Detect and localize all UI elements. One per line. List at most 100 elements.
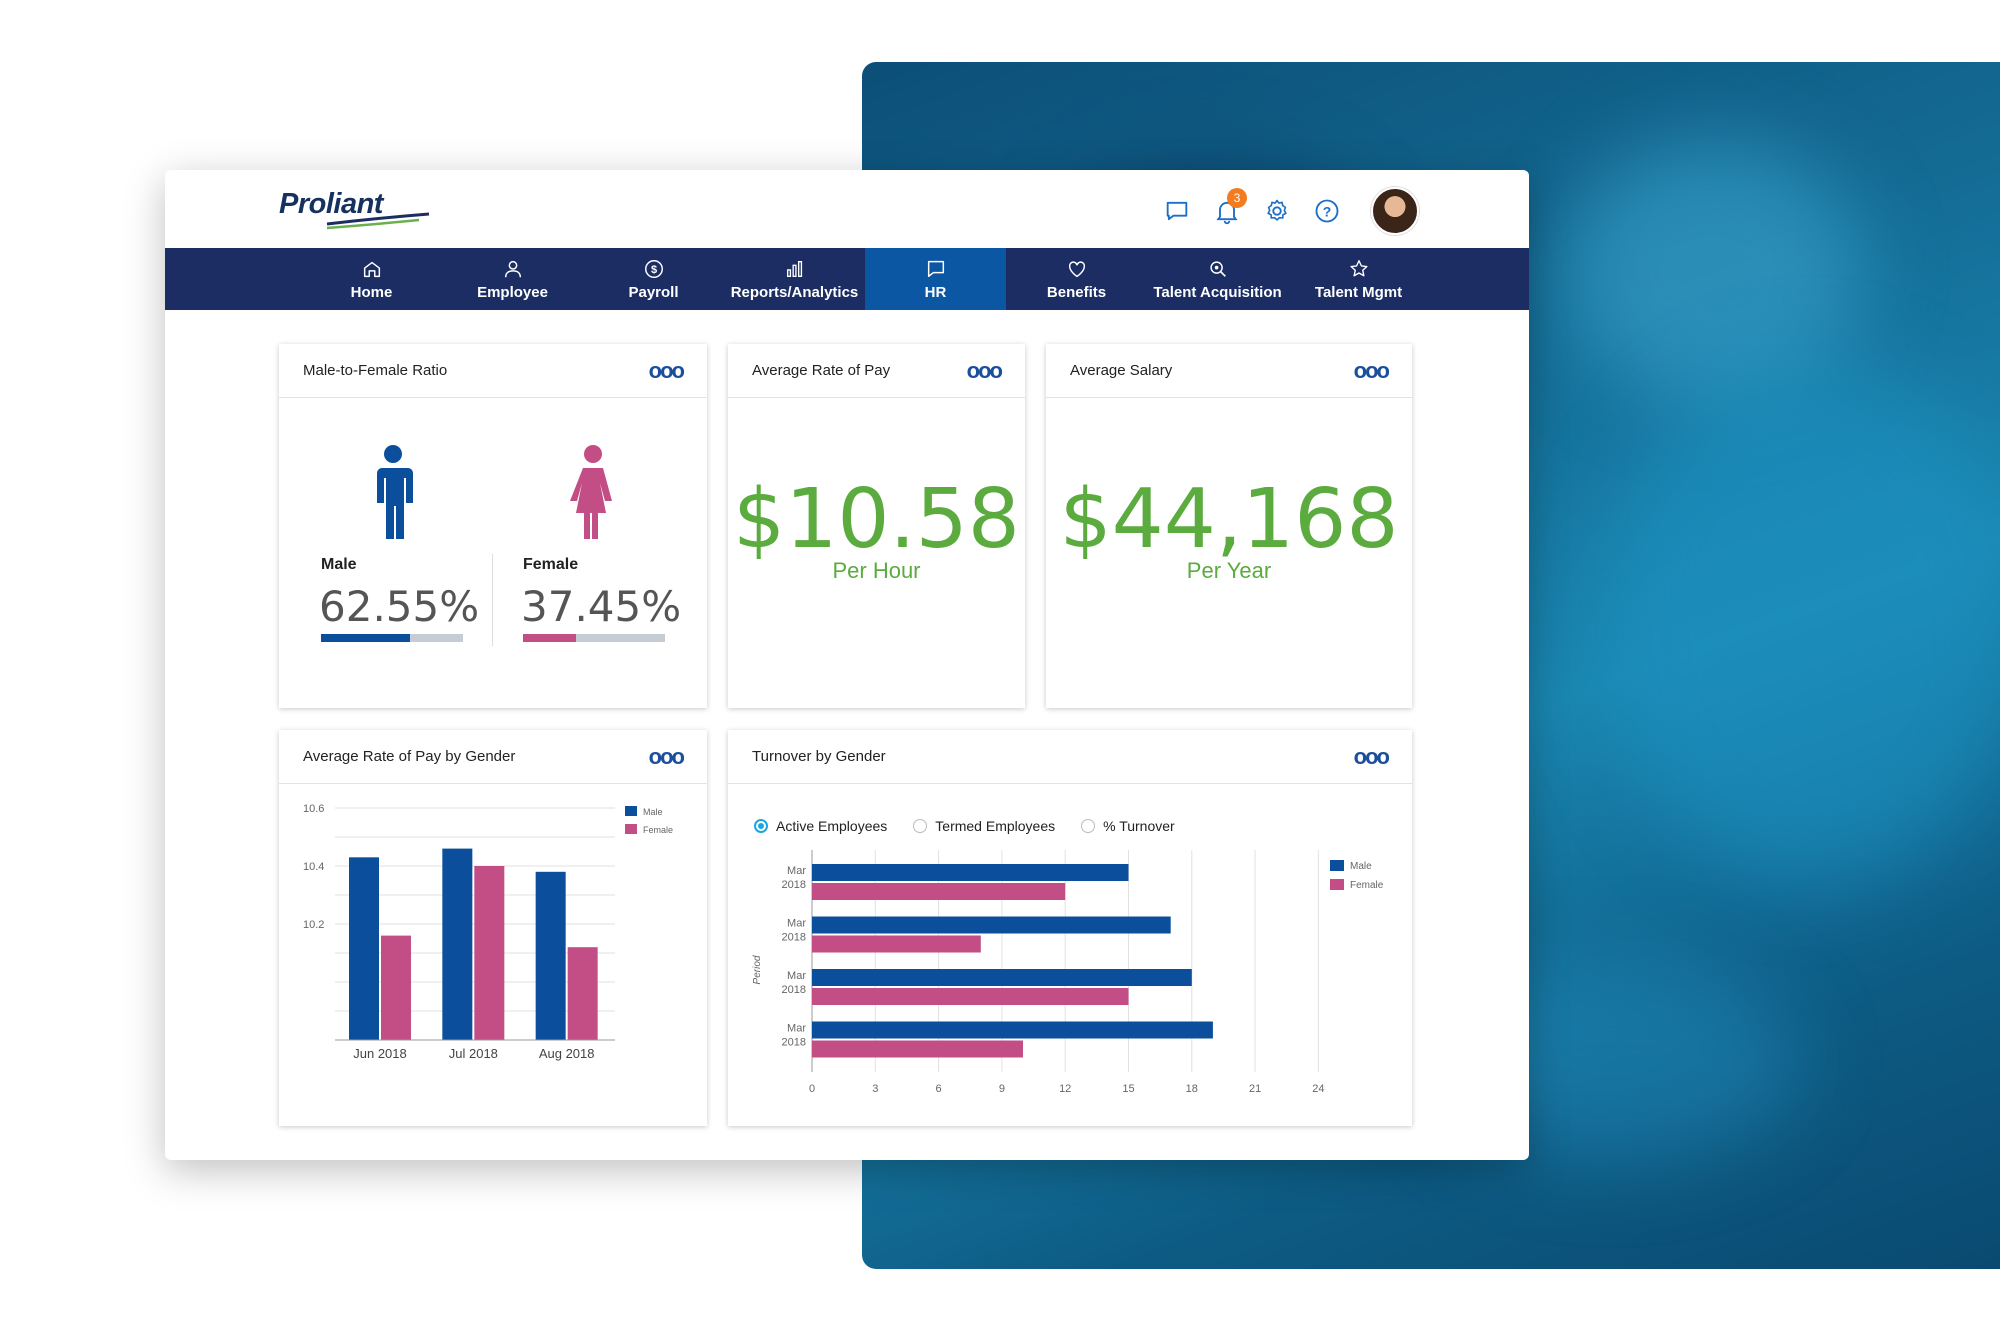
help-icon[interactable]: ? xyxy=(1313,197,1341,225)
bell-icon[interactable]: 3 xyxy=(1213,188,1247,225)
logo-swoosh-icon xyxy=(326,212,430,230)
female-progress-fill xyxy=(523,634,577,642)
bar-female xyxy=(567,947,598,1040)
star-icon xyxy=(1349,259,1368,276)
nav-label: Benefits xyxy=(1046,283,1107,301)
gear-icon[interactable] xyxy=(1263,197,1291,225)
nav-item-hr[interactable]: HR xyxy=(865,248,1006,310)
svg-text:?: ? xyxy=(1323,203,1332,219)
x-tick-label: 3 xyxy=(872,1083,878,1095)
legend-swatch xyxy=(1330,860,1344,871)
bar-female xyxy=(812,883,1066,900)
x-tick-label: 6 xyxy=(936,1083,942,1095)
card-title: Male-to-Female Ratio xyxy=(303,362,448,379)
bar-female xyxy=(812,1040,1023,1058)
male-progress-bar xyxy=(321,634,463,642)
nav-label: Reports/Analytics xyxy=(730,283,859,301)
chat-icon[interactable] xyxy=(1163,197,1191,225)
turnover-chart: 0 3 6 9 12 15 18 21 24 Period Mar 2018 Mar 2018 Mar 201… xyxy=(752,850,1384,1095)
salary-value: $44,168 xyxy=(1059,472,1399,567)
rate-value: $10.58 xyxy=(733,472,1020,567)
legend-label: Male xyxy=(1350,861,1372,872)
brand-logo[interactable]: Proliant xyxy=(279,184,449,234)
x-tick-label: 24 xyxy=(1312,1083,1324,1095)
divider xyxy=(492,554,493,646)
y-tick-label: Mar xyxy=(787,970,806,982)
nav-label: HR xyxy=(924,283,947,301)
user-icon xyxy=(504,260,521,277)
nav-label: Payroll xyxy=(628,283,679,301)
nav-item-payroll[interactable]: $ Payroll xyxy=(583,248,724,310)
nav-item-reports[interactable]: Reports/Analytics xyxy=(724,248,865,310)
bar-female xyxy=(474,866,505,1040)
card-title: Average Rate of Pay xyxy=(752,362,891,379)
rate-card: Average Rate of Pay ooo $10.58 Per Hour xyxy=(728,344,1025,708)
card-title: Turnover by Gender xyxy=(752,748,886,765)
female-percent: 37.45% xyxy=(521,582,682,631)
message-icon xyxy=(927,260,944,277)
nav-label: Home xyxy=(350,283,393,301)
turnover-view-options: Active Employees Termed Employees % Turn… xyxy=(754,818,1175,834)
nav-label: Talent Mgmt xyxy=(1314,283,1403,301)
radio-indicator xyxy=(913,819,928,833)
bar-male xyxy=(349,857,379,1040)
radio-turnover-percent[interactable]: % Turnover xyxy=(1081,818,1175,834)
more-options-icon[interactable]: ooo xyxy=(1353,357,1390,383)
more-options-icon[interactable]: ooo xyxy=(648,743,685,769)
more-options-icon[interactable]: ooo xyxy=(1353,743,1390,769)
salary-card: Average Salary ooo $44,168 Per Year xyxy=(1046,344,1412,708)
male-label: Male xyxy=(321,556,357,573)
brand-name: Proliant xyxy=(279,188,383,220)
dollar-icon: $ xyxy=(644,259,663,278)
female-figure-icon xyxy=(570,445,612,539)
rate-by-gender-card: Average Rate of Pay by Gender ooo 10.6 10… xyxy=(279,730,707,1126)
y-tick-label: Mar xyxy=(787,918,806,930)
female-progress-bar xyxy=(523,634,665,642)
x-tick-label: 9 xyxy=(999,1083,1005,1095)
turnover-card: Turnover by Gender ooo Active Employees … xyxy=(728,730,1412,1126)
male-progress-fill xyxy=(321,634,410,642)
nav-item-talent-acquisition[interactable]: Talent Acquisition xyxy=(1147,248,1288,310)
radio-indicator xyxy=(754,819,768,833)
x-tick-label: 18 xyxy=(1186,1083,1198,1095)
male-figure-icon xyxy=(377,445,413,539)
x-tick-label: 12 xyxy=(1059,1083,1071,1095)
legend-label: Female xyxy=(643,825,673,835)
y-tick-label: 2018 xyxy=(782,984,806,996)
salary-unit: Per Year xyxy=(1186,558,1272,583)
bar-male xyxy=(535,871,566,1040)
nav-item-employee[interactable]: Employee xyxy=(442,248,583,310)
y-tick-label: Mar xyxy=(787,1023,806,1035)
more-options-icon[interactable]: ooo xyxy=(648,357,685,383)
y-tick-label: 10.4 xyxy=(303,861,324,873)
legend-label: Male xyxy=(643,807,663,817)
app-window: Proliant 3 ? Home xyxy=(165,170,1529,1160)
nav-item-home[interactable]: Home xyxy=(301,248,442,310)
radio-active-employees[interactable]: Active Employees xyxy=(754,818,887,834)
bar-chart-icon xyxy=(786,260,802,277)
male-percent: 62.55% xyxy=(319,582,480,631)
bar-female xyxy=(812,935,981,953)
bar-male xyxy=(812,916,1171,934)
y-tick-label: 2018 xyxy=(782,1037,806,1049)
user-avatar[interactable] xyxy=(1371,187,1419,235)
radio-termed-employees[interactable]: Termed Employees xyxy=(913,818,1055,834)
female-label: Female xyxy=(523,556,579,573)
legend-label: Female xyxy=(1350,880,1384,891)
nav-item-benefits[interactable]: Benefits xyxy=(1006,248,1147,310)
y-axis-title: Period xyxy=(752,955,763,984)
bar-male xyxy=(812,969,1192,986)
nav-label: Talent Acquisition xyxy=(1153,283,1282,301)
card-title: Average Rate of Pay by Gender xyxy=(303,748,516,765)
radio-label: Termed Employees xyxy=(935,818,1056,834)
legend-swatch xyxy=(625,824,637,834)
rate-unit: Per Hour xyxy=(832,558,921,583)
nav-item-talent-mgmt[interactable]: Talent Mgmt xyxy=(1288,248,1429,310)
x-tick-label: Jun 2018 xyxy=(353,1046,407,1061)
card-title: Average Salary xyxy=(1070,362,1173,379)
bar-female xyxy=(381,935,411,1040)
x-tick-label: Aug 2018 xyxy=(539,1046,595,1061)
x-tick-label: 15 xyxy=(1122,1083,1134,1095)
x-tick-label: Jul 2018 xyxy=(449,1046,498,1061)
more-options-icon[interactable]: ooo xyxy=(966,357,1003,383)
